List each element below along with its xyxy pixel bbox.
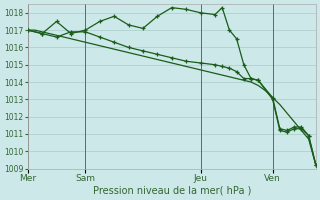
X-axis label: Pression niveau de la mer( hPa ): Pression niveau de la mer( hPa ): [92, 186, 251, 196]
